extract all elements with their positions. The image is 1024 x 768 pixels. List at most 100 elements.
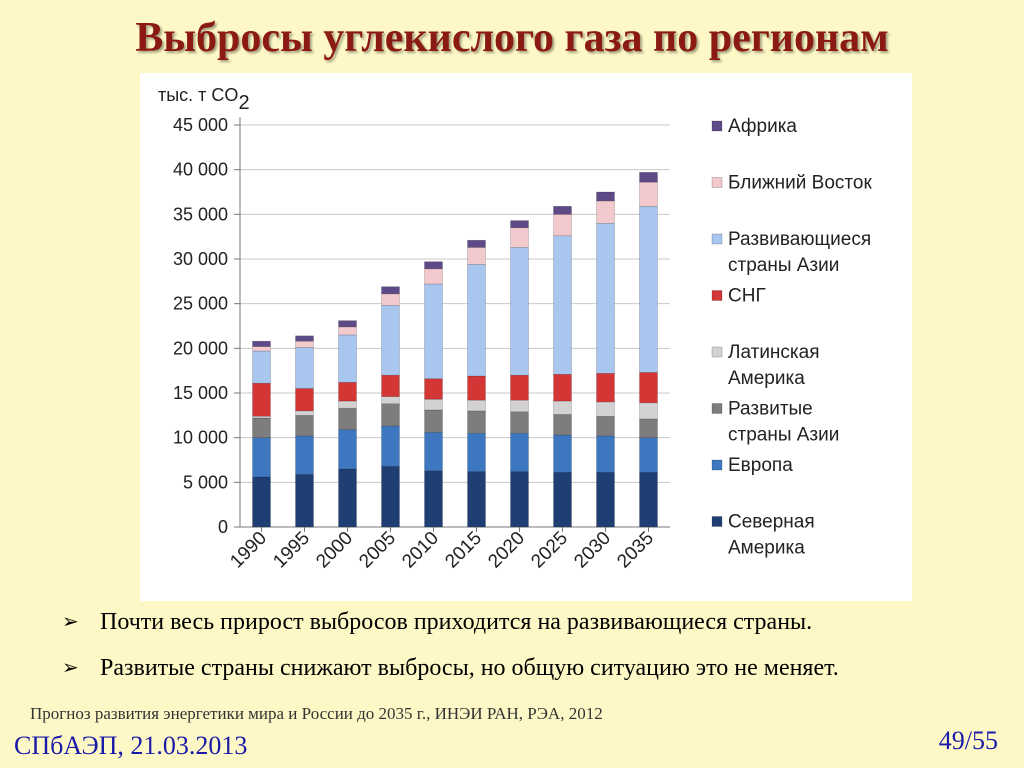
bar-segment — [467, 239, 486, 248]
bar-segment — [338, 468, 357, 528]
legend-label: страны Азии — [728, 255, 839, 276]
bar-segment — [424, 432, 443, 472]
legend-label: Америка — [728, 368, 805, 389]
bar-segment — [596, 435, 615, 473]
y-unit-label: тыс. т CO2 — [158, 85, 250, 114]
bar-segment — [295, 347, 314, 389]
bar-segment — [467, 399, 486, 412]
y-tick-label: 5 000 — [183, 472, 228, 492]
legend-swatch — [711, 120, 723, 132]
y-tick-label: 45 000 — [173, 115, 228, 135]
page-number: 49/55 — [938, 726, 998, 755]
bar-segment — [424, 470, 443, 528]
bar-segment — [295, 410, 314, 416]
bar-segment — [381, 396, 400, 405]
bar-segment — [553, 400, 572, 415]
bar-segment — [252, 437, 271, 478]
legend-swatch — [711, 177, 723, 188]
legend-label: СНГ — [728, 286, 766, 307]
bar-segment — [553, 235, 572, 375]
y-tick-label: 30 000 — [173, 249, 228, 269]
bar-segment — [295, 340, 314, 348]
bar-segment — [510, 432, 529, 472]
bar-segment — [252, 417, 271, 438]
bar-segment — [295, 473, 314, 528]
bar-segment — [381, 374, 400, 397]
bar-segment — [639, 437, 658, 473]
slide-title: Выбросы углекислого газа по регионам — [135, 15, 889, 61]
legend-swatch — [711, 516, 723, 527]
bar-segment — [510, 220, 529, 229]
bar-segment — [510, 411, 529, 434]
bar-segment — [467, 410, 486, 434]
x-tick-label: 2000 — [312, 528, 357, 573]
bar-segment — [424, 409, 443, 433]
bullet-item: ➢ Развитые страны снижают выбросы, но об… — [58, 651, 998, 697]
bar-segment — [295, 388, 314, 412]
bar-segment — [381, 305, 400, 376]
x-tick-label: 2030 — [570, 528, 615, 573]
bar-segment — [381, 465, 400, 528]
bar-segment — [381, 286, 400, 295]
bar-segment — [295, 415, 314, 437]
footer-organization-date: СПбАЭП, 21.03.2013 — [14, 731, 248, 760]
stacked-bar-chart: 0 5 000 10 000 15 000 20 000 25 000 30 000 35 0… — [158, 85, 872, 573]
bar-segment — [424, 378, 443, 400]
y-tick-label: 15 000 — [173, 383, 228, 403]
legend-swatch — [711, 403, 723, 414]
bar-segment — [553, 434, 572, 473]
x-tick-label: 2010 — [398, 528, 443, 573]
bar-segment — [467, 471, 486, 528]
bar-segment — [510, 471, 529, 528]
x-tick-label: 2015 — [441, 528, 486, 573]
bar-segment — [424, 398, 443, 411]
bullet-text: Развитые страны снижают выбросы, но общу… — [100, 655, 839, 681]
bar-segment — [295, 335, 314, 342]
legend-label: страны Азии — [728, 425, 839, 446]
legend-swatch — [711, 290, 723, 301]
legend-label: Америка — [728, 538, 805, 559]
bar-segment — [639, 418, 658, 438]
bar-segment — [596, 401, 615, 417]
bullet-list: ➢ Почти весь прирост выбросов приходится… — [58, 605, 998, 697]
bar-segment — [553, 205, 572, 215]
bar-segment — [467, 264, 486, 377]
bar-segment — [381, 425, 400, 467]
bar-segment — [596, 200, 615, 224]
legend-swatch — [711, 233, 723, 245]
bar-segment — [338, 400, 357, 409]
legend-label: Европа — [728, 455, 793, 476]
bar-segment — [467, 247, 486, 265]
x-tick-label: 2035 — [613, 528, 658, 573]
bar-segment — [338, 429, 357, 470]
bar-segment — [424, 268, 443, 285]
arrow-bullet-icon: ➢ — [62, 657, 79, 679]
bar-segment — [639, 402, 658, 420]
bar-segment — [553, 373, 572, 402]
bar-segment — [381, 403, 400, 427]
bar-segment — [252, 382, 271, 417]
x-tick-label: 2025 — [527, 528, 572, 573]
bar-segment — [381, 293, 400, 306]
y-tick-label: 35 000 — [173, 204, 228, 224]
bar-segment — [639, 372, 658, 404]
bar-segment — [338, 320, 357, 328]
legend-label: Северная — [728, 512, 815, 533]
x-tick-label: 1995 — [269, 528, 314, 573]
bar-segment — [596, 415, 615, 437]
bar-segment — [338, 326, 357, 336]
bar-segment — [252, 340, 271, 347]
bullet-item: ➢ Почти весь прирост выбросов приходится… — [58, 605, 998, 651]
legend-label: Развитые — [728, 399, 813, 420]
bar-segment — [467, 432, 486, 472]
bar-segment — [596, 472, 615, 528]
x-tick-label: 1990 — [226, 528, 271, 573]
bar-segment — [338, 407, 357, 430]
bar-segment — [510, 247, 529, 376]
bar-segment — [510, 399, 529, 413]
bar-segment — [639, 172, 658, 183]
bar-segment — [338, 334, 357, 383]
bar-segment — [553, 214, 572, 237]
legend-label: Африка — [728, 116, 797, 137]
legend-swatch — [711, 459, 723, 471]
